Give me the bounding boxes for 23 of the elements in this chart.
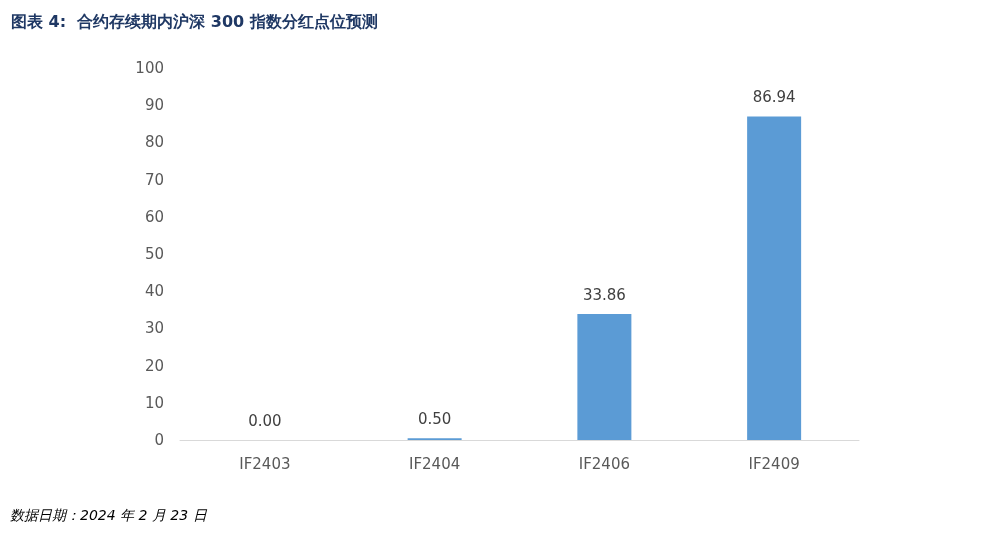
y-tick-label: 100: [135, 59, 164, 77]
x-tick-label: IF2409: [748, 454, 800, 473]
y-tick-label: 50: [144, 245, 164, 263]
text: 数据日期：2024 年 2 月 23 日: [10, 507, 208, 523]
data-label: 0.00: [248, 411, 282, 430]
y-tick-label: 10: [144, 393, 164, 412]
x-tick-label: IF2403: [239, 454, 291, 473]
chart-title: 图表 4: 合约存续期内沪深 300 指数分红点位预测: [11, 11, 378, 31]
y-tick-label: 80: [144, 133, 164, 152]
bar: [747, 116, 802, 440]
data-label: 33.86: [582, 285, 626, 304]
x-tick-label: IF2404: [409, 454, 461, 473]
y-tick-label: 90: [144, 96, 164, 115]
bar: [577, 314, 632, 440]
y-tick-label: 70: [144, 170, 164, 189]
data-label: 86.94: [752, 88, 796, 107]
data-label: 0.50: [417, 409, 452, 428]
y-tick-label: 20: [144, 356, 164, 375]
x-tick-label: IF2406: [578, 454, 630, 473]
y-tick-label: 40: [144, 282, 164, 301]
y-tick-label: 0: [154, 431, 164, 449]
y-tick-label: 60: [144, 207, 164, 226]
y-tick-label: 30: [144, 319, 164, 338]
